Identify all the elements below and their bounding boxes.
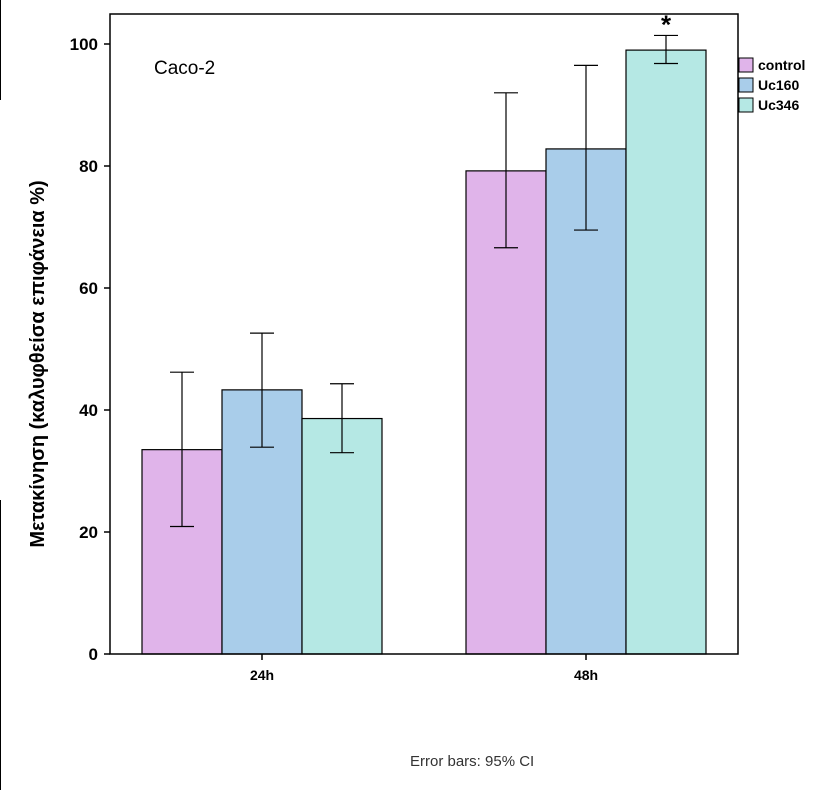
legend-label-Uc346: Uc346 — [758, 97, 799, 113]
bar-Uc346-24h — [301, 417, 383, 655]
plot-frame — [109, 13, 739, 655]
x-tick-label: 48h — [574, 667, 598, 683]
legend-swatch-Uc160 — [738, 77, 754, 93]
left-border-bottom — [0, 500, 1, 790]
legend-label-Uc160: Uc160 — [758, 77, 799, 93]
bar-Uc346-48h — [625, 49, 707, 655]
bars-layer — [141, 49, 707, 655]
y-axis-title: Μετακίνηση (καλυφθείσα επιφάνεια %) — [27, 180, 49, 547]
y-tick-label: 80 — [79, 157, 98, 176]
y-tick-label: 0 — [89, 645, 98, 664]
x-tick-label: 24h — [250, 667, 274, 683]
significance-asterisk: * — [661, 9, 672, 39]
y-tick-label: 20 — [79, 523, 98, 542]
left-border-top — [0, 0, 1, 100]
error-bars-layer — [170, 34, 678, 528]
axes-layer: 0 20 40 60 80 100 24h 48h * — [70, 9, 739, 683]
y-tick-label: 100 — [70, 35, 98, 54]
y-tick-label: 60 — [79, 279, 98, 298]
legend-label-control: control — [758, 57, 805, 73]
footnote: Error bars: 95% CI — [410, 753, 534, 770]
legend-swatch-control — [738, 57, 754, 73]
legend: control Uc160 Uc346 — [738, 57, 805, 113]
y-tick-label: 40 — [79, 401, 98, 420]
chart-title: Caco-2 — [154, 58, 215, 79]
legend-swatch-Uc346 — [738, 97, 754, 113]
